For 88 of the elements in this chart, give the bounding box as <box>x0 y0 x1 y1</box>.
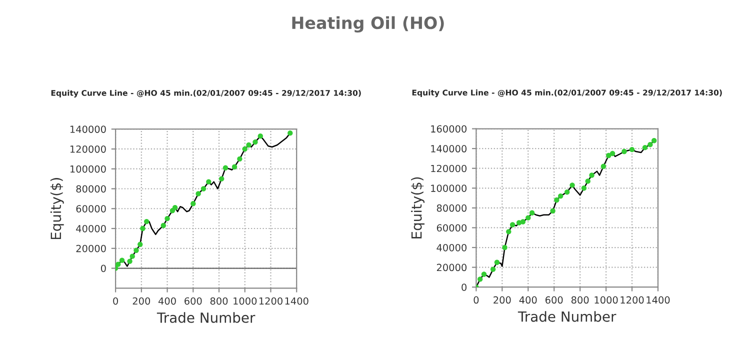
point <box>606 152 612 158</box>
point <box>232 164 238 170</box>
x-tick-label: 200 <box>132 297 150 305</box>
point <box>600 164 606 169</box>
point <box>581 186 587 191</box>
point <box>554 197 560 203</box>
y-tick-label: 100000 <box>70 165 106 173</box>
text: Heating Oil (HO) <box>292 16 444 32</box>
point <box>134 248 139 253</box>
point <box>529 210 535 216</box>
x-axis-title: Trade Number <box>518 311 616 322</box>
point <box>172 205 178 210</box>
x-tick-label: 200 <box>494 296 511 304</box>
y-tick-label: 20000 <box>436 264 467 272</box>
point <box>196 191 201 196</box>
point <box>610 150 616 156</box>
point <box>585 178 590 184</box>
point <box>164 216 170 222</box>
y-tick-label: 0 <box>100 264 106 272</box>
x-tick-label: 600 <box>546 296 563 304</box>
point <box>144 218 150 224</box>
point <box>222 165 228 170</box>
point <box>648 142 653 148</box>
y-tick-label: 140000 <box>70 126 106 133</box>
point <box>651 138 657 144</box>
point <box>558 193 564 199</box>
point <box>564 189 570 195</box>
point <box>242 146 248 152</box>
x-tick-label: 800 <box>210 297 228 305</box>
point <box>629 146 635 152</box>
y-tick-label: 20000 <box>76 244 106 252</box>
y-tick-label: 60000 <box>76 205 106 212</box>
point <box>252 139 258 145</box>
point <box>506 229 512 234</box>
point <box>116 262 121 267</box>
y-axis-title: Equity($) <box>411 177 424 238</box>
x-tick-label: 400 <box>158 297 176 305</box>
point <box>589 172 594 178</box>
x-tick-label: 1200 <box>259 297 282 305</box>
x-tick-label: 0 <box>474 296 479 304</box>
y-tick-label: 120000 <box>431 164 467 172</box>
point <box>160 222 166 228</box>
x-tick-label: 1400 <box>285 297 308 305</box>
point <box>138 242 143 248</box>
y-tick-label: 120000 <box>70 145 106 153</box>
point <box>622 148 627 154</box>
y-tick-label: 40000 <box>436 244 467 252</box>
point <box>140 226 146 232</box>
point <box>477 276 483 282</box>
point <box>206 179 212 184</box>
y-tick-label: 100000 <box>431 184 467 192</box>
point <box>502 244 508 250</box>
point <box>481 272 487 277</box>
point <box>246 142 252 148</box>
x-tick-label: 600 <box>184 297 202 305</box>
x-tick-label: 1400 <box>646 296 670 304</box>
point <box>642 144 648 150</box>
x-tick-label: 1200 <box>620 296 644 304</box>
point <box>490 266 496 272</box>
point <box>526 215 531 220</box>
y-tick-label: 140000 <box>431 145 467 152</box>
point <box>494 260 500 265</box>
point <box>190 201 196 206</box>
point <box>258 133 263 139</box>
point <box>570 182 575 188</box>
point <box>550 208 556 214</box>
y-tick-label: 40000 <box>76 224 106 232</box>
x-tick-label: 0 <box>113 297 118 305</box>
x-axis-title: Trade Number <box>156 312 256 323</box>
y-tick-label: 160000 <box>431 125 467 133</box>
x-tick-label: 800 <box>571 296 589 304</box>
point <box>288 130 293 136</box>
y-tick-label: 80000 <box>76 185 106 193</box>
point <box>200 186 206 192</box>
point <box>130 254 135 259</box>
x-tick-label: 400 <box>519 296 537 304</box>
x-tick-label: 1000 <box>234 297 257 305</box>
y-axis-title: Equity($) <box>50 178 64 240</box>
y-tick-label: 80000 <box>436 204 467 212</box>
x-tick-label: 1000 <box>594 296 618 304</box>
y-tick-label: 0 <box>462 284 467 291</box>
point <box>127 258 132 264</box>
point <box>119 258 125 263</box>
point <box>219 176 224 182</box>
point <box>520 219 526 224</box>
point <box>510 222 516 228</box>
y-tick-label: 60000 <box>436 224 467 232</box>
point <box>237 156 242 162</box>
